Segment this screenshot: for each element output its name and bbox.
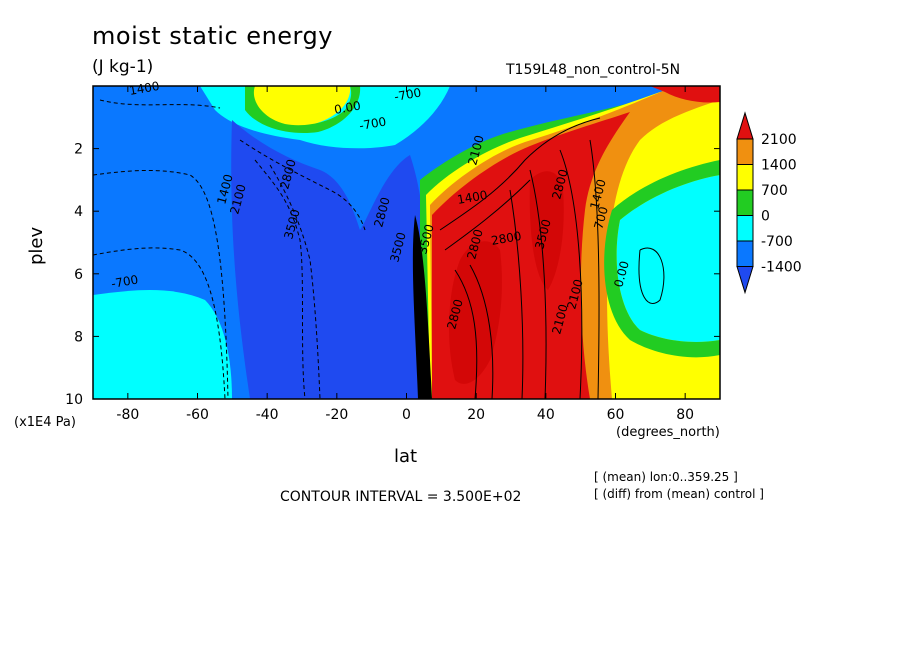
colorbar-top-arrow [736,111,754,140]
x-tick-label: -80 [116,407,139,423]
y-tick-label: 4 [74,204,83,220]
chart-title: moist static energy [92,22,333,50]
colorbar-segment [736,215,754,242]
x-tick-label: 40 [537,407,555,423]
colorbar-segment [736,164,754,191]
x-tick-label: -60 [186,407,209,423]
x-tick-label: 80 [676,407,694,423]
colorbar-label: 700 [761,183,788,199]
x-axis-units: (degrees_north) [616,425,720,440]
contour-label: -700 [393,85,422,104]
note-mean-lon: [ (mean) lon:0..359.25 ] [594,470,738,484]
x-axis-label: lat [394,446,418,467]
contour-interval: CONTOUR INTERVAL = 3.500E+02 [280,489,522,505]
colorbar-label: -700 [761,234,793,250]
colorbar-segment [736,138,754,165]
x-axis-ticks: -80 -60 -40 -20 0 20 40 60 80 [116,86,694,423]
contour-label: -700 [358,114,387,133]
y-axis-ticks: 2 4 6 8 10 [65,142,720,408]
contour-label: 2800 [490,229,523,248]
x-tick-label: 20 [467,407,485,423]
y-tick-label: 6 [74,267,83,283]
colorbar-bottom-arrow [736,266,754,295]
colorbar-label: 0 [761,209,770,225]
x-tick-label: -20 [325,407,348,423]
colorbar-label: 2100 [761,132,797,148]
filled-contours [93,86,720,399]
chart-units: (J kg-1) [92,57,154,77]
colorbar-label: -1400 [761,260,802,276]
contour-label: 1400 [128,79,161,98]
y-tick-label: 8 [74,329,83,345]
colorbar-segment [736,240,754,267]
contour-label: -700 [110,272,139,291]
x-tick-label: -40 [256,407,279,423]
y-axis-units: (x1E4 Pa) [14,415,76,430]
contour-label: 0.00 [611,259,631,288]
note-diff-control: [ (diff) from (mean) control ] [594,487,764,501]
y-tick-label: 10 [65,392,83,408]
contour-label: 0.00 [333,99,362,117]
contour-label: 1400 [456,188,489,207]
colorbar-label: 1400 [761,158,797,174]
chart-subtitle: T159L48_non_control-5N [506,62,681,78]
contour-label: 700 [591,205,610,231]
x-tick-label: 0 [402,407,411,423]
colorbar: 2100 1400 700 0 -700 -1400 [736,111,802,295]
y-tick-label: 2 [74,142,83,158]
x-tick-label: 60 [607,407,625,423]
colorbar-segment [736,189,754,216]
